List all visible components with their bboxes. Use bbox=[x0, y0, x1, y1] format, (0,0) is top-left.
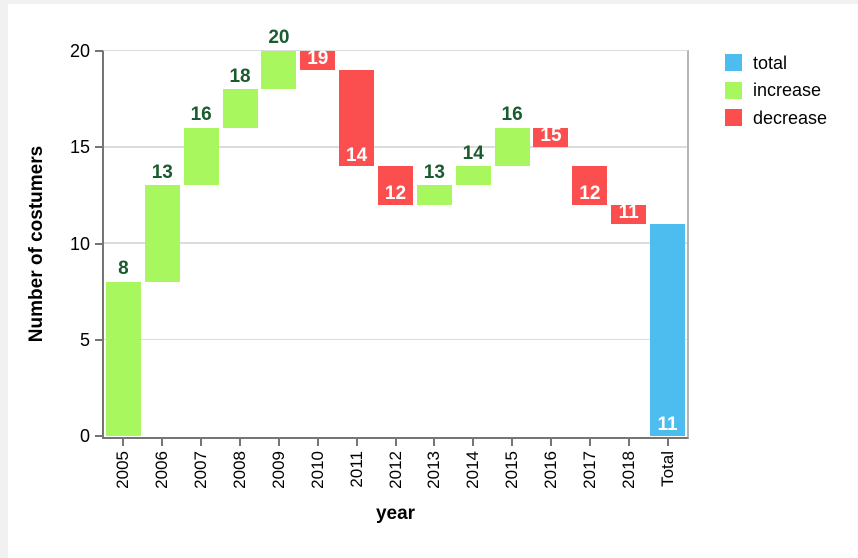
x-axis-title: year bbox=[375, 503, 416, 524]
decrease-swatch-icon bbox=[725, 109, 742, 126]
bar-value-label: 13 bbox=[423, 161, 445, 183]
bar-value-label: 16 bbox=[501, 104, 523, 125]
x-tick-label-2006: 2006 bbox=[152, 451, 172, 489]
bar-2010 bbox=[300, 50, 336, 70]
x-tick bbox=[549, 438, 552, 446]
bar-2014 bbox=[455, 166, 491, 186]
bar-value-label: 8 bbox=[118, 258, 129, 279]
bar-2018 bbox=[611, 204, 647, 224]
x-tick bbox=[666, 438, 669, 446]
x-tick bbox=[355, 438, 358, 446]
bar-2009 bbox=[261, 50, 297, 89]
increase-swatch-icon bbox=[725, 81, 742, 99]
x-tick bbox=[472, 438, 475, 446]
x-tick-label-2011: 2011 bbox=[346, 451, 366, 488]
y-tick bbox=[95, 146, 103, 149]
legend-label: increase bbox=[753, 80, 822, 100]
x-tick bbox=[588, 438, 591, 446]
bar-value-label: 14 bbox=[462, 142, 484, 164]
y-tick-label: 20 bbox=[69, 41, 90, 61]
y-tick-label: 0 bbox=[79, 426, 90, 446]
x-tick bbox=[433, 438, 436, 446]
bar-2006 bbox=[144, 185, 180, 282]
legend-label: decrease bbox=[753, 107, 828, 128]
bar-2012 bbox=[378, 166, 413, 205]
y-tick-label: 15 bbox=[69, 137, 90, 158]
y-tick-label: 5 bbox=[79, 329, 90, 350]
legend-item-total: total bbox=[725, 52, 827, 73]
bar-Total bbox=[650, 223, 686, 436]
bar-2007 bbox=[183, 127, 219, 186]
x-tick-label-Total: Total bbox=[657, 451, 677, 487]
legend-item-decrease: decrease bbox=[725, 107, 828, 128]
bar-value-label: 12 bbox=[384, 183, 407, 204]
bar-value-label: 11 bbox=[657, 414, 678, 435]
bar-2013 bbox=[416, 185, 452, 205]
x-tick-label-2010: 2010 bbox=[307, 451, 327, 489]
x-tick bbox=[200, 438, 203, 446]
y-tick bbox=[95, 50, 103, 52]
bar-value-label: 19 bbox=[307, 48, 329, 70]
bar-value-label: 20 bbox=[268, 27, 290, 48]
x-tick-label-2014: 2014 bbox=[463, 451, 483, 489]
legend-label: total bbox=[753, 52, 788, 73]
x-tick-label-2008: 2008 bbox=[230, 451, 250, 489]
bar-2008 bbox=[222, 89, 258, 128]
bar-2011 bbox=[339, 69, 375, 166]
legend: total increase decrease bbox=[725, 54, 827, 137]
y-tick bbox=[95, 338, 103, 341]
x-tick-label-2007: 2007 bbox=[191, 451, 211, 489]
gridline bbox=[104, 242, 687, 244]
x-tick bbox=[122, 438, 125, 446]
bar-value-label: 13 bbox=[151, 161, 173, 183]
x-tick bbox=[511, 438, 514, 446]
plot-area bbox=[102, 49, 689, 439]
legend-item-increase: increase bbox=[725, 80, 827, 100]
bar-value-label: 14 bbox=[346, 144, 368, 166]
gridline bbox=[104, 338, 687, 340]
bar-value-label: 16 bbox=[190, 104, 212, 125]
bar-value-label: 18 bbox=[229, 65, 251, 87]
total-swatch-icon bbox=[725, 54, 742, 71]
x-tick bbox=[239, 438, 242, 446]
bar-2015 bbox=[494, 127, 530, 166]
x-tick bbox=[316, 438, 319, 446]
bar-value-label: 15 bbox=[540, 125, 562, 147]
x-tick bbox=[277, 438, 280, 446]
x-tick-label-2017: 2017 bbox=[579, 451, 599, 489]
y-tick bbox=[95, 435, 103, 437]
window-edge-top bbox=[0, 0, 858, 4]
bar-2016 bbox=[533, 127, 569, 147]
bar-2017 bbox=[572, 166, 608, 205]
y-tick-label: 10 bbox=[69, 233, 90, 254]
bar-2005 bbox=[105, 281, 141, 436]
bar-value-label: 12 bbox=[579, 183, 601, 204]
x-tick-label-2016: 2016 bbox=[540, 451, 560, 489]
x-tick-label-2015: 2015 bbox=[502, 451, 522, 489]
x-tick bbox=[627, 438, 630, 446]
x-tick-label-2013: 2013 bbox=[424, 451, 444, 489]
window-edge-left bbox=[0, 0, 8, 558]
x-tick bbox=[161, 438, 164, 446]
x-tick-label-2018: 2018 bbox=[618, 451, 638, 489]
x-tick-label-2005: 2005 bbox=[113, 451, 133, 489]
bar-value-label: 11 bbox=[618, 202, 639, 224]
y-tick bbox=[95, 242, 103, 245]
x-tick bbox=[394, 438, 397, 446]
x-tick-label-2012: 2012 bbox=[385, 451, 405, 489]
x-tick-label-2009: 2009 bbox=[268, 451, 288, 489]
y-axis-title: Number of costumers bbox=[26, 145, 47, 343]
gridline bbox=[104, 146, 687, 148]
